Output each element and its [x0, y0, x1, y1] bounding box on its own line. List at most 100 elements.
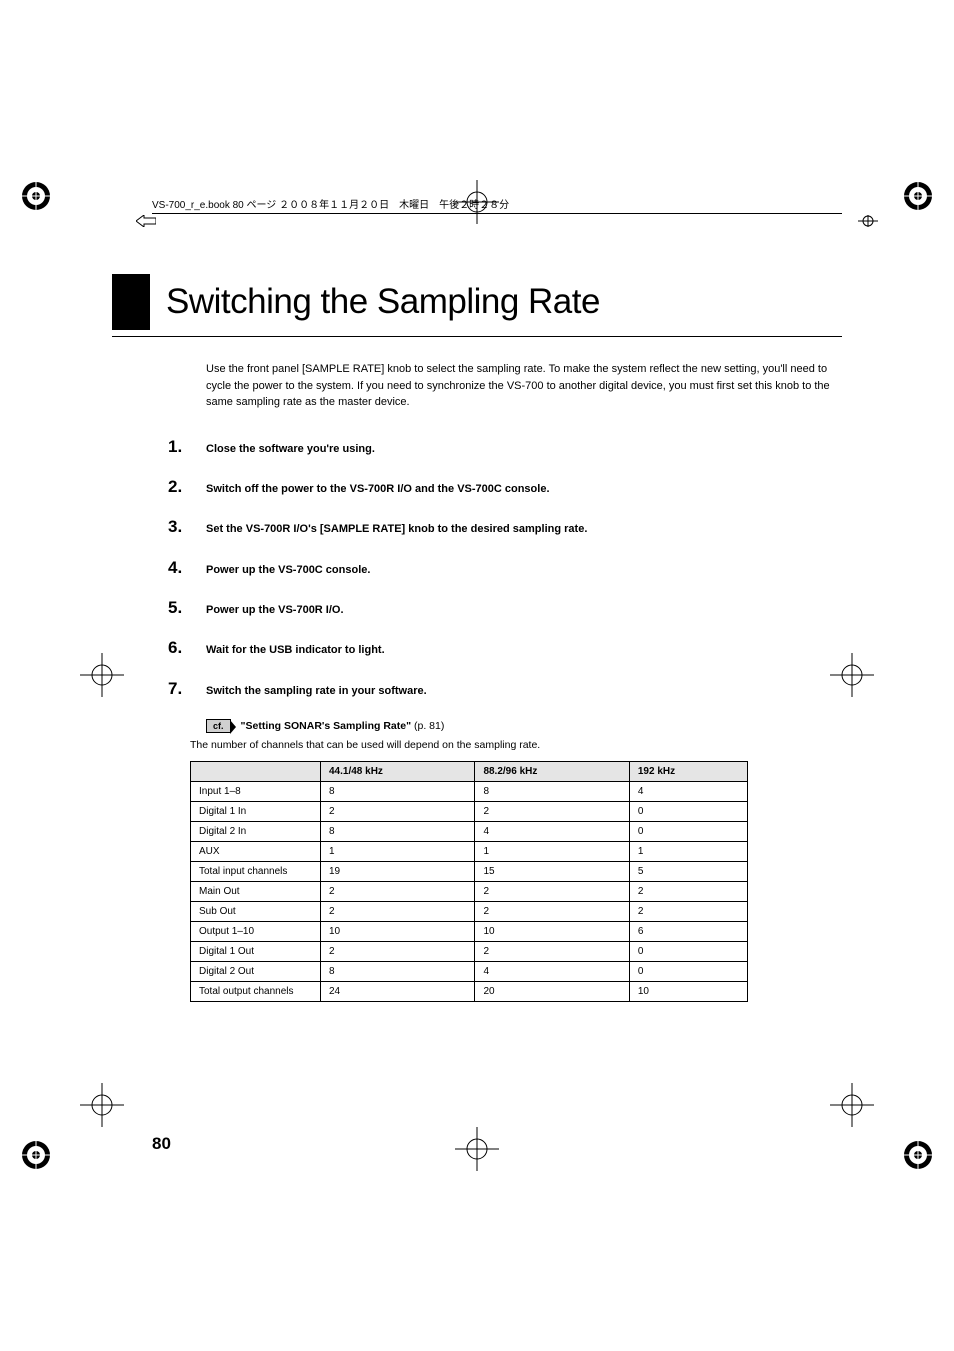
table-cell: Total input channels	[191, 862, 321, 882]
table-header	[191, 762, 321, 782]
table-cell: 4	[475, 962, 629, 982]
table-cell: AUX	[191, 842, 321, 862]
table-cell: 24	[321, 982, 475, 1002]
table-cell: 2	[475, 902, 629, 922]
table-cell: 20	[475, 982, 629, 1002]
step-text: Power up the VS-700C console.	[192, 563, 370, 578]
table-cell: Output 1–10	[191, 922, 321, 942]
step-text: Switch the sampling rate in your softwar…	[192, 684, 427, 699]
table-row: Output 1–1010106	[191, 922, 748, 942]
page-content: VS-700_r_e.book 80 ページ ２００８年１１月２０日 木曜日 午…	[112, 196, 842, 1154]
table-cell: 0	[629, 802, 747, 822]
cf-text: "Setting SONAR's Sampling Rate" (p. 81)	[241, 720, 445, 732]
table-cell: 4	[475, 822, 629, 842]
table-cell: Digital 1 In	[191, 802, 321, 822]
table-row: Total output channels242010	[191, 982, 748, 1002]
table-cell: Digital 2 In	[191, 822, 321, 842]
step-list: 1. Close the software you're using. 2. S…	[168, 437, 832, 700]
table-cell: 6	[629, 922, 747, 942]
step-item: 2. Switch off the power to the VS-700R I…	[168, 477, 832, 497]
book-header: VS-700_r_e.book 80 ページ ２００８年１１月２０日 木曜日 午…	[152, 196, 842, 214]
table-cell: 8	[321, 822, 475, 842]
sampling-rate-table: 44.1/48 kHz 88.2/96 kHz 192 kHz Input 1–…	[190, 761, 748, 1002]
table-cell: 2	[321, 942, 475, 962]
table-cell: 8	[321, 782, 475, 802]
table-cell: Main Out	[191, 882, 321, 902]
table-cell: Total output channels	[191, 982, 321, 1002]
table-header-row: 44.1/48 kHz 88.2/96 kHz 192 kHz	[191, 762, 748, 782]
table-row: Total input channels19155	[191, 862, 748, 882]
table-row: AUX111	[191, 842, 748, 862]
table-cell: 2	[629, 902, 747, 922]
table-intro: The number of channels that can be used …	[190, 739, 842, 751]
registration-mark-icon	[900, 178, 936, 214]
table-cell: 2	[475, 882, 629, 902]
table-cell: 2	[321, 882, 475, 902]
table-cell: 10	[321, 922, 475, 942]
header-arrow-icon	[858, 215, 878, 227]
table-cell: 0	[629, 962, 747, 982]
table-cell: 10	[475, 922, 629, 942]
table-cell: Digital 1 Out	[191, 942, 321, 962]
intro-paragraph: Use the front panel [SAMPLE RATE] knob t…	[206, 361, 832, 411]
step-number: 2.	[168, 477, 192, 497]
table-row: Digital 1 In220	[191, 802, 748, 822]
table-cell: 4	[629, 782, 747, 802]
table-cell: Digital 2 Out	[191, 962, 321, 982]
step-item: 3. Set the VS-700R I/O's [SAMPLE RATE] k…	[168, 517, 832, 537]
registration-mark-icon	[900, 1137, 936, 1173]
step-text: Set the VS-700R I/O's [SAMPLE RATE] knob…	[192, 522, 587, 537]
table-header: 88.2/96 kHz	[475, 762, 629, 782]
step-number: 6.	[168, 638, 192, 658]
step-number: 7.	[168, 679, 192, 699]
table-cell: 15	[475, 862, 629, 882]
step-item: 4. Power up the VS-700C console.	[168, 558, 832, 578]
page-title: Switching the Sampling Rate	[166, 282, 600, 322]
table-cell: 0	[629, 822, 747, 842]
table-row: Digital 1 Out220	[191, 942, 748, 962]
page-number: 80	[152, 1134, 171, 1154]
cf-badge: cf.	[206, 719, 231, 733]
table-row: Input 1–8884	[191, 782, 748, 802]
page-title-bar: Switching the Sampling Rate	[112, 274, 842, 337]
step-text: Wait for the USB indicator to light.	[192, 643, 385, 658]
table-cell: 8	[475, 782, 629, 802]
table-cell: 10	[629, 982, 747, 1002]
step-text: Switch off the power to the VS-700R I/O …	[192, 482, 550, 497]
table-cell: 2	[475, 942, 629, 962]
table-cell: 0	[629, 942, 747, 962]
cross-reference: cf. "Setting SONAR's Sampling Rate" (p. …	[206, 719, 842, 733]
table-cell: 2	[321, 902, 475, 922]
step-number: 1.	[168, 437, 192, 457]
table-cell: Input 1–8	[191, 782, 321, 802]
table-cell: 1	[321, 842, 475, 862]
table-cell: 2	[629, 882, 747, 902]
step-number: 3.	[168, 517, 192, 537]
step-item: 5. Power up the VS-700R I/O.	[168, 598, 832, 618]
table-row: Digital 2 In840	[191, 822, 748, 842]
table-cell: 1	[475, 842, 629, 862]
table-cell: 2	[321, 802, 475, 822]
step-item: 1. Close the software you're using.	[168, 437, 832, 457]
step-text: Power up the VS-700R I/O.	[192, 603, 344, 618]
table-header: 44.1/48 kHz	[321, 762, 475, 782]
table-row: Sub Out222	[191, 902, 748, 922]
table-cell: 2	[475, 802, 629, 822]
step-number: 4.	[168, 558, 192, 578]
table-row: Digital 2 Out840	[191, 962, 748, 982]
step-number: 5.	[168, 598, 192, 618]
table-cell: 5	[629, 862, 747, 882]
table-cell: 8	[321, 962, 475, 982]
title-block-icon	[112, 274, 150, 330]
table-row: Main Out222	[191, 882, 748, 902]
table-cell: Sub Out	[191, 902, 321, 922]
header-arrow-icon	[136, 215, 156, 227]
table-cell: 1	[629, 842, 747, 862]
registration-mark-icon	[18, 1137, 54, 1173]
registration-mark-icon	[18, 178, 54, 214]
table-header: 192 kHz	[629, 762, 747, 782]
step-text: Close the software you're using.	[192, 442, 375, 457]
step-item: 7. Switch the sampling rate in your soft…	[168, 679, 832, 699]
step-item: 6. Wait for the USB indicator to light.	[168, 638, 832, 658]
table-cell: 19	[321, 862, 475, 882]
